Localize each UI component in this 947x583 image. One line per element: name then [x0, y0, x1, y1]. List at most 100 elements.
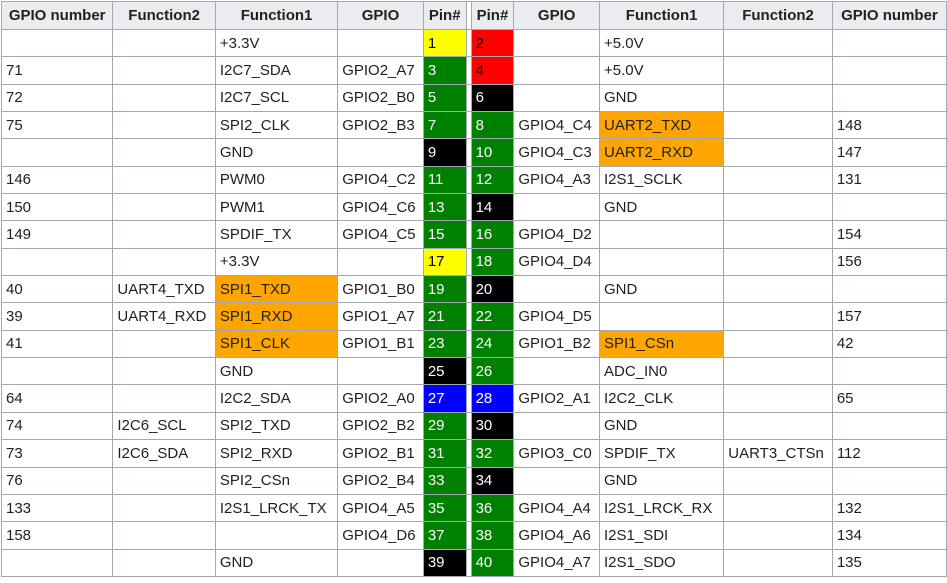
left-pin: 39 — [422, 548, 467, 577]
left-function1: GND — [214, 138, 339, 167]
left-pin: 27 — [422, 384, 467, 413]
left-gpio-number: 76 — [0, 466, 114, 495]
spacer — [465, 548, 472, 577]
left-function2 — [112, 548, 216, 577]
right-gpio-number — [831, 83, 947, 113]
spacer — [465, 138, 472, 167]
left-gpio — [337, 548, 424, 577]
right-pin: 10 — [470, 138, 515, 167]
header-function2-left: Function2 — [112, 1, 216, 30]
left-gpio-number: 149 — [0, 220, 114, 249]
right-function2: UART3_CTSn — [723, 439, 833, 468]
right-gpio: GPIO4_A6 — [513, 521, 600, 550]
table-row: 76 SPI2_CSn GPIO2_B4 33 34 GND — [0, 466, 947, 495]
left-gpio-number — [0, 138, 114, 167]
left-gpio: GPIO4_C5 — [337, 220, 424, 249]
left-gpio: GPIO2_A7 — [337, 56, 424, 85]
left-gpio: GPIO4_C6 — [337, 193, 424, 222]
right-function2 — [723, 111, 833, 140]
right-function2 — [723, 521, 833, 550]
right-gpio-number: 157 — [831, 302, 947, 331]
left-gpio-number — [0, 357, 114, 386]
table-row: +3.3V 1 2 +5.0V — [0, 28, 947, 58]
right-pin: 38 — [470, 521, 515, 550]
left-gpio: GPIO2_B0 — [337, 83, 424, 113]
left-function2 — [112, 247, 216, 277]
table-row: 73 I2C6_SDA SPI2_RXD GPIO2_B1 31 32 GPIO3_C0 SP… — [0, 439, 947, 468]
right-function1: GND — [598, 83, 725, 113]
table-row: 146 PWM0 GPIO4_C2 11 12 GPIO4_A3 I2S1_SCLK 131 — [0, 165, 947, 195]
left-gpio-number: 71 — [0, 56, 114, 85]
left-gpio-number: 39 — [0, 302, 114, 331]
left-pin: 9 — [422, 138, 467, 167]
left-pin: 29 — [422, 411, 467, 441]
right-gpio — [513, 28, 600, 58]
right-gpio: GPIO4_D4 — [513, 247, 600, 277]
left-gpio — [337, 357, 424, 386]
left-function2 — [112, 521, 216, 550]
right-pin: 6 — [470, 83, 515, 113]
left-function2 — [112, 220, 216, 249]
header-pin-right: Pin# — [470, 1, 515, 30]
right-pin: 4 — [470, 56, 515, 85]
left-gpio-number: 146 — [0, 165, 114, 195]
left-function2 — [112, 56, 216, 85]
left-pin: 35 — [422, 493, 467, 523]
left-gpio: GPIO4_C2 — [337, 165, 424, 195]
left-function2 — [112, 329, 216, 359]
right-gpio: GPIO4_D5 — [513, 302, 600, 331]
left-function1: SPI2_RXD — [214, 439, 339, 468]
left-gpio-number — [0, 548, 114, 577]
left-pin: 3 — [422, 56, 467, 85]
right-function1: SPDIF_TX — [598, 439, 725, 468]
right-function1: GND — [598, 466, 725, 495]
left-function1: +3.3V — [214, 247, 339, 277]
left-gpio-number: 73 — [0, 439, 114, 468]
left-pin: 13 — [422, 193, 467, 222]
right-pin: 8 — [470, 111, 515, 140]
left-gpio-number: 40 — [0, 275, 114, 304]
right-gpio-number — [831, 411, 947, 441]
left-gpio — [337, 28, 424, 58]
left-function1: GND — [214, 548, 339, 577]
right-gpio: GPIO2_A1 — [513, 384, 600, 413]
right-function1: SPI1_CSn — [598, 329, 725, 359]
left-gpio: GPIO2_B2 — [337, 411, 424, 441]
left-function1: +3.3V — [214, 28, 339, 58]
left-function1: SPI2_CSn — [214, 466, 339, 495]
right-gpio: GPIO3_C0 — [513, 439, 600, 468]
left-pin: 23 — [422, 329, 467, 359]
right-gpio: GPIO4_C4 — [513, 111, 600, 140]
left-pin: 1 — [422, 28, 467, 58]
left-gpio-number: 72 — [0, 83, 114, 113]
left-function2: UART4_RXD — [112, 302, 216, 331]
left-gpio-number: 150 — [0, 193, 114, 222]
right-gpio-number: 134 — [831, 521, 947, 550]
header-function1-left: Function1 — [214, 1, 339, 30]
spacer — [465, 193, 472, 222]
right-gpio-number — [831, 466, 947, 495]
left-gpio — [337, 138, 424, 167]
right-gpio-number: 147 — [831, 138, 947, 167]
right-function1: I2C2_CLK — [598, 384, 725, 413]
spacer — [465, 165, 472, 195]
right-pin: 18 — [470, 247, 515, 277]
left-function2 — [112, 83, 216, 113]
right-function1: I2S1_SDI — [598, 521, 725, 550]
table-row: 72 I2C7_SCL GPIO2_B0 5 6 GND — [0, 83, 947, 113]
left-function2 — [112, 384, 216, 413]
table-row: 40 UART4_TXD SPI1_TXD GPIO1_B0 19 20 GND — [0, 275, 947, 304]
left-pin: 5 — [422, 83, 467, 113]
right-gpio-number: 156 — [831, 247, 947, 277]
left-gpio-number: 158 — [0, 521, 114, 550]
right-function1: GND — [598, 275, 725, 304]
left-function2 — [112, 193, 216, 222]
header-pin-left: Pin# — [422, 1, 467, 30]
header-gpio-left: GPIO — [337, 1, 424, 30]
left-gpio-number: 74 — [0, 411, 114, 441]
left-gpio-number: 41 — [0, 329, 114, 359]
right-gpio-number: 132 — [831, 493, 947, 523]
right-pin: 26 — [470, 357, 515, 386]
right-gpio-number: 148 — [831, 111, 947, 140]
